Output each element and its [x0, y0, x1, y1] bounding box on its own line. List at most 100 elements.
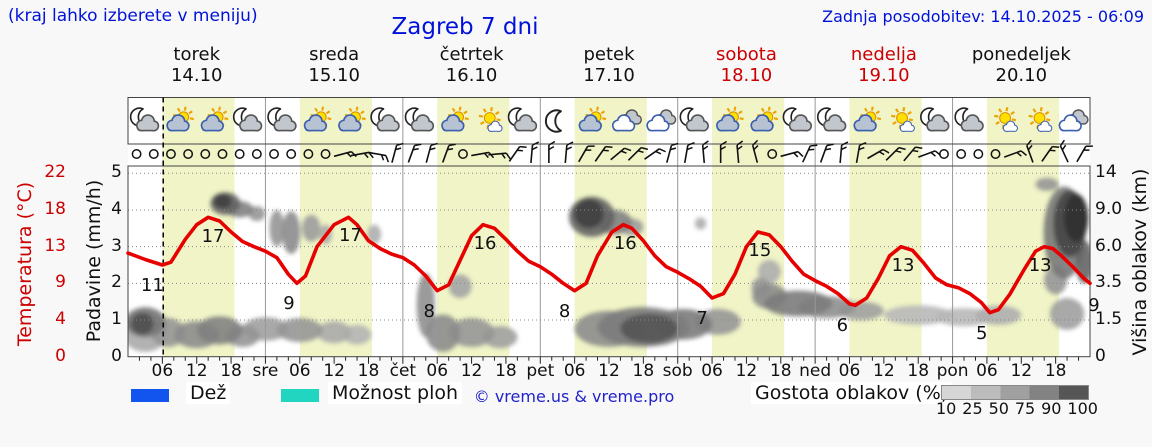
wind-barb-icon — [578, 145, 595, 163]
wind-barb-icon — [885, 146, 906, 161]
wind-calm-icon — [956, 149, 967, 159]
density-tick: 50 — [988, 399, 1009, 418]
weather-icon-ss — [1028, 107, 1053, 132]
weather-icon-cc — [646, 109, 677, 132]
wind-barb-icon — [719, 140, 728, 163]
wind-calm-icon — [286, 149, 297, 159]
wind-barb-icon — [407, 143, 422, 163]
weather-icon-mc — [679, 107, 709, 132]
density-tick: 75 — [1014, 399, 1036, 418]
wind-calm-icon — [251, 149, 262, 159]
weather-icon-mc — [232, 107, 263, 132]
weather-icon-cc — [1058, 109, 1089, 132]
weather-icon-mc — [267, 107, 297, 132]
wind-barb-icon — [867, 148, 890, 160]
wind-calm-icon — [217, 149, 228, 159]
wind-calm-icon — [303, 149, 314, 159]
wind-calm-icon — [320, 149, 331, 159]
weather-icon-sc — [338, 106, 366, 132]
weather-icon-sc — [303, 106, 332, 132]
wind-barb-icon — [627, 146, 649, 161]
wind-barb-icon — [802, 144, 818, 163]
wind-barb-icon — [736, 140, 744, 164]
wind-calm-icon — [234, 149, 245, 159]
wind-barb-icon — [839, 141, 849, 164]
wind-barb-icon — [855, 142, 867, 164]
menu-hint: (kraj lahko izberete v meniju) — [8, 6, 258, 26]
cloud-density-gradient — [941, 385, 1089, 400]
rain-legend-label: Dež — [186, 382, 231, 404]
weather-icon-sc — [716, 106, 744, 132]
wind-barb-icon — [666, 142, 679, 163]
density-tick: 100 — [1067, 399, 1098, 418]
showers-legend-label: Možnost ploh — [328, 382, 463, 404]
wind-barb-icon — [1003, 150, 1027, 158]
wind-barb-icon — [1059, 139, 1069, 163]
wind-barb-icon — [488, 152, 511, 160]
weather-icon-sc — [750, 106, 779, 132]
rain-legend-swatch — [131, 389, 169, 402]
wind-calm-icon — [165, 149, 176, 159]
wind-calm-icon — [200, 149, 211, 159]
wind-calm-icon — [269, 149, 279, 159]
weather-icon-cc — [611, 109, 642, 132]
density-tick: 25 — [962, 399, 983, 418]
wind-barb-icon — [644, 148, 666, 160]
cloud-density-label: Gostota oblakov (%) — [751, 382, 953, 404]
weather-icon-mc — [129, 107, 160, 132]
wind-calm-icon — [973, 149, 984, 159]
weather-icon-m — [544, 109, 562, 133]
wind-barb-icon — [1076, 145, 1093, 163]
wind-calm-icon — [939, 149, 949, 159]
density-tick: 90 — [1041, 399, 1062, 418]
wind-barb-icon — [594, 145, 613, 162]
weather-icon-mc — [920, 107, 950, 132]
wind-barb-icon — [701, 140, 709, 164]
weather-icon-ss — [478, 107, 503, 132]
showers-legend-swatch — [281, 389, 319, 402]
wind-barb-icon — [751, 139, 759, 163]
weather-icon-mc — [782, 107, 813, 132]
weather-icon-ss — [994, 107, 1018, 132]
wind-barb-icon — [548, 140, 556, 163]
weather-icon-sc — [441, 106, 469, 132]
weather-icon-sc — [166, 106, 194, 132]
wind-calm-icon — [458, 149, 468, 159]
wind-barb-icon — [780, 150, 804, 158]
density-tick: 10 — [936, 399, 957, 418]
weather-icon-sc — [578, 106, 607, 132]
wind-calm-icon — [990, 149, 1001, 159]
wind-barb-icon — [1026, 139, 1034, 163]
weather-icon-mc — [507, 107, 538, 132]
copyright-link[interactable]: © vreme.us & vreme.pro — [473, 387, 675, 406]
wind-calm-icon — [148, 149, 159, 159]
wind-barb-icon — [508, 145, 527, 162]
weather-icon-mc — [817, 107, 847, 132]
page-title: Zagreb 7 dni — [391, 14, 539, 40]
daylight-band — [437, 97, 510, 357]
weather-icon-mc — [370, 107, 400, 132]
wind-barb-icon — [564, 141, 574, 164]
density-scale: 10 25 50 75 90 100 — [936, 399, 1098, 418]
temperature-curve — [126, 215, 1092, 315]
wind-calm-icon — [767, 149, 778, 159]
weather-icon-mc — [954, 107, 984, 132]
weather-icon-ss — [891, 107, 915, 132]
daylight-band — [162, 97, 235, 357]
wind-barb-icon — [819, 143, 834, 163]
weather-icon-mc — [404, 107, 435, 132]
wind-barb-icon — [425, 142, 438, 163]
wind-barb-icon — [441, 143, 456, 163]
cloud-cover-blobs — [128, 177, 1090, 352]
wind-calm-icon — [131, 149, 142, 159]
wind-barb-icon — [391, 142, 404, 163]
weather-icon-sc — [200, 106, 229, 132]
wind-barb-icon — [333, 150, 357, 158]
wind-barb-icon — [368, 151, 390, 163]
wind-barb-icon — [1041, 145, 1060, 162]
wind-barb-icon — [530, 141, 540, 164]
weather-icon-sc — [853, 106, 882, 132]
wind-barb-icon — [683, 142, 695, 164]
